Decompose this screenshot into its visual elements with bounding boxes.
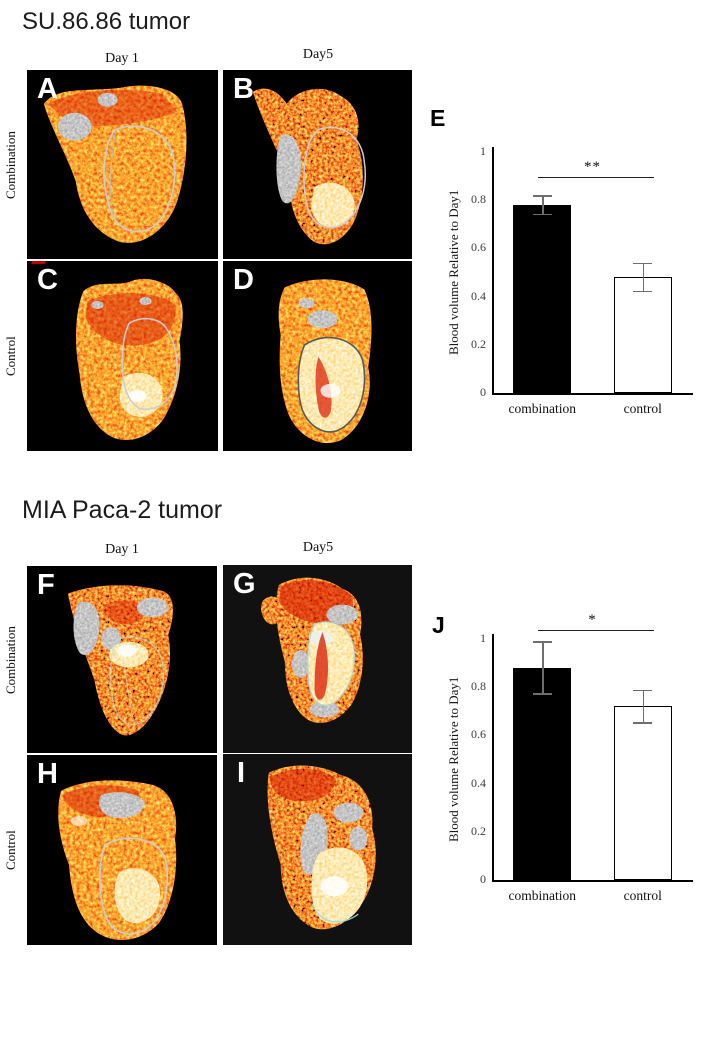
bar-chart-E: E Blood volume Relative to Day1 0 0.2 0.4 0.… (425, 100, 717, 430)
x-category-label: control (623, 401, 662, 416)
column-header-day5: Day5 (302, 47, 334, 62)
y-tick-label: 0.6 (471, 727, 486, 742)
row-label-control: Control (3, 336, 18, 376)
bar-control (613, 277, 672, 393)
panel-letter-J: J (432, 612, 445, 638)
section-title-miapaca2: MIA Paca-2 tumor (22, 496, 223, 524)
bar-control (613, 706, 672, 880)
panel-letter-I: I (237, 757, 246, 789)
error-bar-line (542, 195, 544, 215)
y-tick-label: 0 (480, 385, 486, 399)
x-category-label: combination (508, 401, 577, 416)
panel-letter-G: G (233, 568, 256, 600)
row-label-combination: Combination (3, 131, 18, 199)
y-tick-label: 0.4 (471, 288, 486, 303)
y-tick-label: 1 (480, 631, 486, 645)
significance-line (538, 177, 654, 179)
column-header-day1: Day 1 (105, 51, 139, 66)
panel-letter-E: E (430, 105, 446, 131)
tumor-scan-image (67, 585, 173, 736)
tumor-scan-panel-D: D (223, 261, 412, 451)
x-category-label: control (623, 888, 662, 903)
y-tick-label: 0.6 (471, 240, 486, 255)
y-tick-label: 0 (480, 872, 486, 886)
section-title-su8686: SU.86.86 tumor (22, 8, 191, 35)
panel-letter-D: D (233, 264, 254, 296)
tumor-scan-image (58, 780, 177, 941)
tumor-scan-image (267, 765, 376, 930)
y-axis-label: Blood volume Relative to Day1 (446, 189, 461, 356)
row-label-combination-2: Combination (3, 626, 18, 694)
error-bar-line (542, 641, 544, 695)
tumor-scan-image (31, 261, 183, 441)
panel-letter-A: A (37, 73, 58, 105)
error-bar-cap-top (532, 641, 552, 643)
tumor-scan-panel-H: H (27, 755, 217, 945)
y-tick-label: 0.8 (471, 679, 486, 694)
significance-line (538, 630, 654, 632)
tumor-scan-image (278, 279, 372, 444)
error-bar-line (642, 262, 645, 292)
error-bar-line (642, 689, 645, 724)
significance-label: * (588, 612, 597, 628)
row-label-control-2: Control (3, 830, 18, 870)
error-bar-cap-top (532, 195, 552, 197)
tumor-scan-panel-F: F (27, 566, 217, 753)
tumor-scan-panel-B: B (223, 70, 412, 259)
significance-label: ** (584, 159, 601, 175)
bar-chart-J: J Blood volume Relative to Day1 0 0.2 0.4 0.… (425, 600, 717, 910)
error-bar-cap-bottom (633, 722, 653, 724)
column-header-day1-2: Day 1 (105, 542, 139, 557)
bar-combination (513, 205, 572, 393)
panel-letter-F: F (37, 569, 55, 601)
y-axis (492, 634, 494, 880)
panel-letter-C: C (37, 264, 58, 296)
tumor-scan-panel-A: A (27, 70, 218, 259)
y-tick-label: 0.2 (471, 823, 486, 838)
panel-letter-H: H (37, 758, 58, 790)
tumor-scan-panel-I: I (223, 754, 412, 945)
panel-letter-B: B (233, 73, 254, 105)
x-axis (492, 880, 693, 882)
y-axis (492, 147, 494, 393)
x-axis (492, 393, 693, 395)
y-tick-label: 1 (480, 144, 486, 158)
y-tick-label: 0.8 (471, 192, 486, 207)
column-header-day5-2: Day5 (302, 540, 334, 555)
y-tick-label: 0.2 (471, 336, 486, 351)
tumor-scan-panel-C: C (27, 261, 218, 451)
y-tick-label: 0.4 (471, 775, 486, 790)
error-bar-cap-bottom (532, 693, 552, 695)
x-category-label: combination (508, 888, 577, 903)
bar-combination (513, 667, 572, 880)
tumor-scan-image (252, 88, 366, 245)
error-bar-cap-top (633, 262, 653, 265)
error-bar-cap-bottom (532, 213, 552, 216)
y-axis-label: Blood volume Relative to Day1 (446, 676, 461, 843)
error-bar-cap-bottom (633, 290, 653, 293)
tumor-scan-image (43, 85, 187, 243)
tumor-scan-panel-G: G (223, 565, 412, 753)
tumor-scan-image (261, 577, 363, 724)
error-bar-cap-top (633, 689, 653, 691)
